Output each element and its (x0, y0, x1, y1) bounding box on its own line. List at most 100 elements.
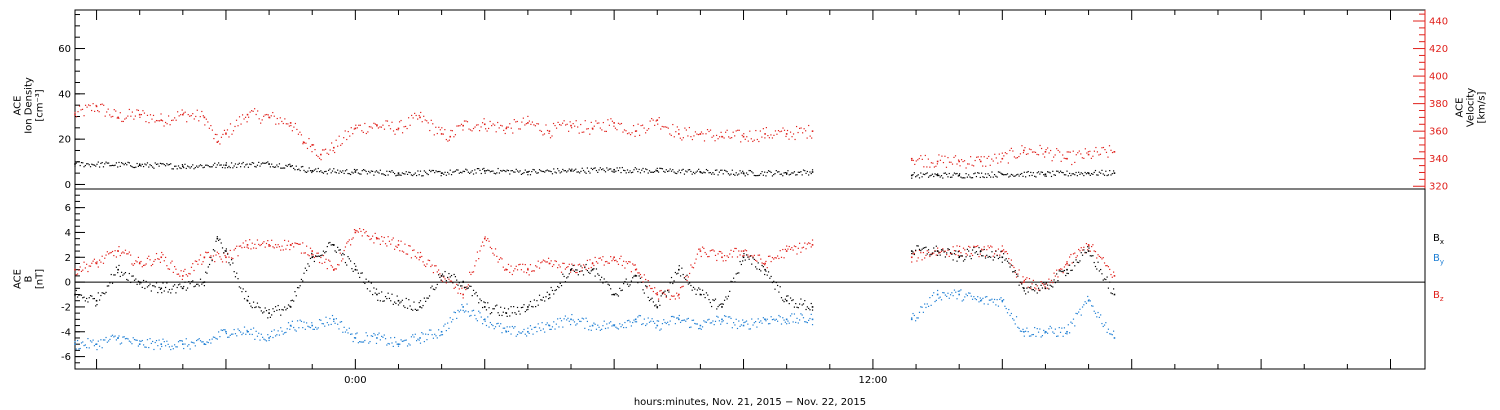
data-point (993, 253, 996, 255)
data-point (440, 330, 443, 333)
data-point (467, 171, 469, 173)
data-point (185, 167, 187, 170)
data-point (286, 307, 288, 310)
data-point (263, 162, 265, 164)
data-point (133, 338, 136, 341)
data-point (454, 286, 457, 288)
data-point (1008, 176, 1010, 178)
data-point (346, 329, 348, 331)
data-point (811, 169, 814, 171)
data-point (89, 340, 92, 342)
data-point (1052, 170, 1054, 172)
data-point (713, 173, 715, 175)
data-point (632, 171, 634, 173)
data-point (809, 309, 811, 311)
data-point (792, 133, 795, 135)
data-point (115, 162, 118, 164)
data-point (794, 138, 796, 141)
data-point (733, 322, 735, 324)
data-point (435, 126, 437, 128)
data-point (233, 165, 235, 167)
data-point (729, 174, 731, 176)
data-point (742, 135, 745, 138)
data-point (683, 319, 686, 321)
data-point (774, 288, 776, 290)
data-point (131, 165, 133, 168)
data-point (941, 155, 943, 157)
data-point (625, 130, 627, 132)
data-point (74, 340, 76, 343)
series-velocity-segment (910, 144, 1116, 169)
data-point (756, 326, 758, 328)
data-point (175, 268, 177, 270)
data-point (577, 171, 579, 173)
data-point (736, 327, 739, 330)
data-point (925, 172, 927, 175)
data-point (1000, 161, 1002, 163)
data-point (488, 307, 490, 309)
data-point (441, 334, 444, 336)
data-point (549, 262, 551, 265)
data-point (672, 315, 674, 318)
data-point (584, 266, 586, 269)
data-point (425, 333, 427, 335)
data-point (777, 130, 780, 132)
data-point (228, 256, 230, 258)
data-point (196, 260, 198, 263)
data-point (731, 256, 733, 258)
data-point (568, 320, 570, 322)
velocity-axis-title: ACE Velocity [km/s] (1455, 88, 1488, 127)
data-point (995, 250, 997, 252)
data-point (185, 338, 187, 340)
data-point (408, 245, 410, 247)
data-point (1108, 145, 1111, 147)
data-point (242, 288, 244, 290)
data-point (785, 299, 788, 302)
data-point (779, 131, 781, 133)
data-point (674, 298, 676, 300)
data-point (373, 174, 375, 176)
data-point (298, 168, 300, 170)
data-point (1068, 151, 1070, 153)
data-point (459, 309, 462, 311)
data-point (249, 333, 251, 335)
data-point (599, 329, 601, 331)
data-point (394, 336, 396, 339)
data-point (938, 252, 940, 254)
data-point (276, 309, 278, 311)
data-point (726, 129, 728, 131)
data-point (764, 171, 766, 173)
data-point (274, 306, 277, 308)
data-point (647, 296, 649, 298)
data-point (1110, 174, 1112, 176)
data-point (379, 243, 381, 245)
data-point (471, 295, 473, 297)
data-point (97, 340, 99, 342)
data-point (1100, 172, 1102, 174)
data-point (579, 270, 581, 273)
data-point (708, 172, 710, 174)
data-point (344, 170, 347, 172)
data-point (721, 306, 723, 308)
data-point (494, 248, 497, 250)
data-point (1057, 335, 1059, 337)
data-point (566, 319, 568, 321)
data-point (462, 293, 464, 296)
data-point (179, 283, 181, 285)
data-point (273, 115, 275, 117)
data-point (801, 304, 803, 306)
data-point (1048, 171, 1050, 173)
data-point (1052, 331, 1054, 333)
data-point (764, 264, 766, 266)
data-point (704, 172, 706, 174)
data-point (440, 175, 442, 177)
data-point (415, 340, 418, 342)
data-point (959, 165, 961, 167)
data-point (788, 174, 790, 176)
data-point (773, 258, 775, 260)
data-point (313, 256, 315, 259)
data-point (1044, 330, 1047, 333)
data-point (441, 172, 444, 174)
data-point (359, 276, 361, 279)
